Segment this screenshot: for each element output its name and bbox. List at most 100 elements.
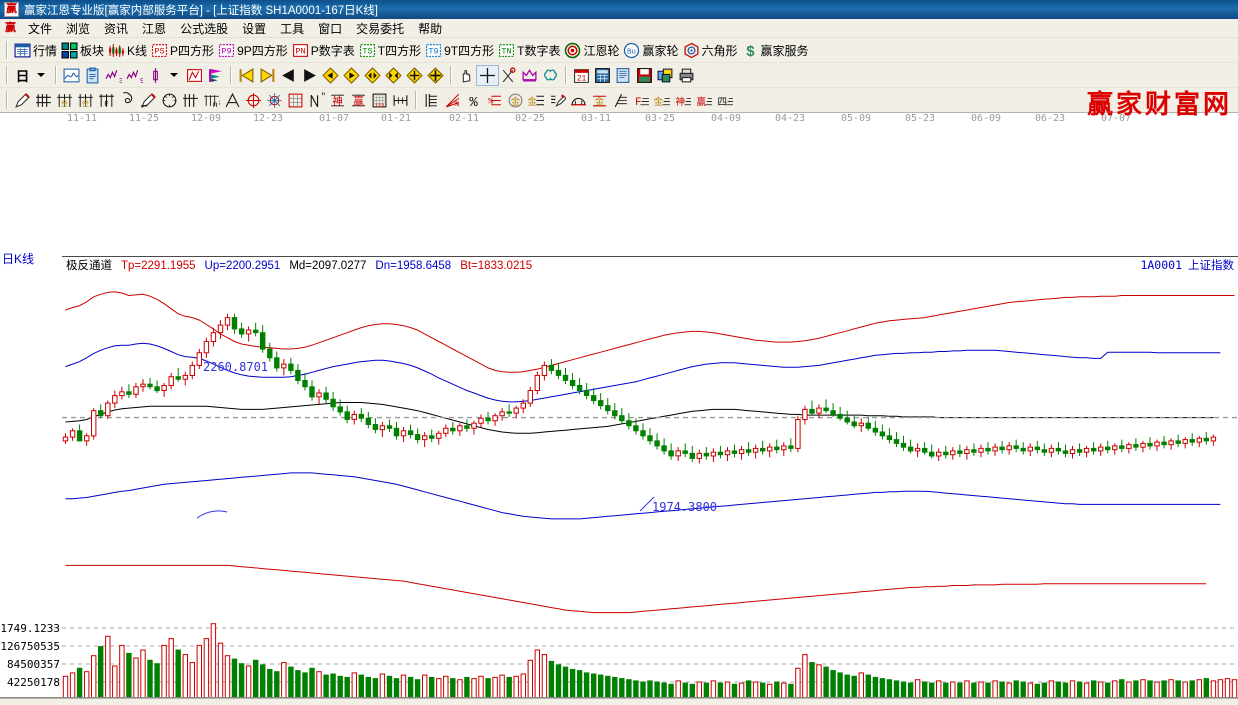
tool-bar-style[interactable] [145,66,184,85]
zoom-move-button[interactable] [425,66,446,85]
draw-shen-line-button[interactable]: 神 [673,91,694,110]
candle-body [62,436,69,442]
draw-fork-button[interactable] [33,91,54,110]
draw-tick-quote-button[interactable]: " [306,91,327,110]
menu-item-trade[interactable]: 交易委托 [356,21,405,36]
draw-pen-button[interactable] [12,91,33,110]
draw-gold-eq-button[interactable]: 金 [589,91,610,110]
draw-star-target-button[interactable] [264,91,285,110]
zoom-cross-button[interactable] [404,66,425,85]
hand-tool-button[interactable] [456,66,477,85]
tool-9p-square[interactable]: P9 9P四方形 [216,41,290,60]
tool-clipboard[interactable] [82,66,103,85]
tool-quotes[interactable]: 行情 [12,41,59,60]
draw-target-button[interactable] [243,91,264,110]
zoom-expand-button[interactable] [383,66,404,85]
tool-kline[interactable]: K线 [106,41,149,60]
volume-bar [260,664,266,698]
draw-pen-ink-button[interactable] [547,91,568,110]
draw-arc-red-button[interactable] [568,91,589,110]
draw-ying-line-button[interactable]: 赢 [694,91,715,110]
draw-pen-tool-button[interactable] [138,91,159,110]
menu-item-news[interactable]: 资讯 [104,21,129,36]
menu-item-browse[interactable]: 浏览 [66,21,91,36]
volume-chart-pane[interactable] [0,618,1238,698]
draw-angle-button[interactable] [222,91,243,110]
menu-item-gann[interactable]: 江恩 [142,21,167,36]
menu-item-settings[interactable]: 设置 [242,21,267,36]
tool-winner-wheel[interactable]: Bu 赢家轮 [621,41,680,60]
tool-hexagon[interactable]: 六角形 [681,41,740,60]
nav-first-button[interactable] [236,66,257,85]
tool-pattern[interactable] [184,66,205,85]
volume-bar [844,674,850,698]
draw-gold-circle-button[interactable]: 金 [505,91,526,110]
draw-shen-button[interactable]: 神 [327,91,348,110]
draw-box-grid-button[interactable] [285,91,306,110]
tool-t-number-table[interactable]: TN T数字表 [496,41,562,60]
nav-prev-button[interactable] [278,66,299,85]
scissors-tool-button[interactable] [498,66,519,85]
brain-tool-button[interactable] [540,66,561,85]
calculator-button[interactable] [592,66,613,85]
crown-tool-button[interactable] [519,66,540,85]
draw-f-line-button[interactable]: F [631,91,652,110]
draw-gold-fan1-button[interactable]: 金 [54,91,75,110]
draw-ying-button[interactable]: 赢 [348,91,369,110]
tool-wave3[interactable]: 3 [103,66,124,85]
menu-item-window[interactable]: 窗口 [318,21,343,36]
tool-p-number-table[interactable]: PN P数字表 [290,41,357,60]
date-tick: 11-25 [128,113,160,124]
tool-winner-service[interactable]: $ 赢家服务 [740,41,811,60]
draw-gold-line-button[interactable]: 金 [526,91,547,110]
draw-spiral-button[interactable] [117,91,138,110]
volume-bar [1062,682,1069,698]
report-button[interactable] [613,66,634,85]
draw-ladder-button[interactable] [421,91,442,110]
period-selector[interactable]: 日 [12,66,51,85]
tool-scribble[interactable] [61,66,82,85]
tool-t-square[interactable]: TS T四方形 [357,41,423,60]
calendar-button[interactable]: 21 [571,66,592,85]
tool-gann-wheel[interactable]: 江恩轮 [562,41,621,60]
crosshair-tool-button[interactable] [476,64,499,86]
draw-gold-slash-button[interactable]: 金 [652,91,673,110]
zoom-right-button[interactable] [341,66,362,85]
candle-body [907,446,914,452]
draw-percent-fan-button[interactable]: % [442,91,463,110]
draw-ruler-grid-button[interactable]: 123 [369,91,390,110]
candle-body [865,422,871,429]
zoom-left-button[interactable] [320,66,341,85]
menu-item-file[interactable]: 文件 [28,21,53,36]
draw-si-line-button[interactable]: 四 [715,91,736,110]
draw-fork2-button[interactable] [180,91,201,110]
draw-gold-fan2-button[interactable]: 金 [75,91,96,110]
tool-wave9[interactable]: 9 [124,66,145,85]
tool-9t-square[interactable]: T9 9T四方形 [423,41,496,60]
menu-item-help[interactable]: 帮助 [418,21,443,36]
candle-body [872,427,879,433]
draw-slash-line-button[interactable] [610,91,631,110]
chart-area[interactable]: 11-11 11-25 12-09 12-23 01-07 01-21 02-11 02-25… [0,90,1238,705]
draw-n2-button[interactable]: n² [201,91,222,110]
draw-fan-f-button[interactable]: F [96,91,117,110]
menu-item-formula-screen[interactable]: 公式选股 [180,21,229,36]
candle-body [1168,440,1174,446]
draw-percent-line-button[interactable]: % [484,91,505,110]
price-chart-pane[interactable] [0,271,1238,617]
tool-p-square[interactable]: PS P四方形 [149,41,216,60]
draw-circle-scale-button[interactable] [159,91,180,110]
nav-last-button[interactable] [257,66,278,85]
zoom-center-button[interactable] [362,66,383,85]
volume-bar [1020,681,1026,698]
print-button[interactable] [676,66,697,85]
tool-sector[interactable]: 板块 [59,41,106,60]
menu-item-tools[interactable]: 工具 [280,21,305,36]
draw-measure-button[interactable] [390,91,411,110]
candle-body [541,364,548,377]
save-button[interactable] [634,66,655,85]
layers-button[interactable] [655,66,676,85]
nav-next-button[interactable] [299,66,320,85]
tool-flag-chart[interactable] [205,66,226,85]
draw-percent-button[interactable]: % [463,91,484,110]
